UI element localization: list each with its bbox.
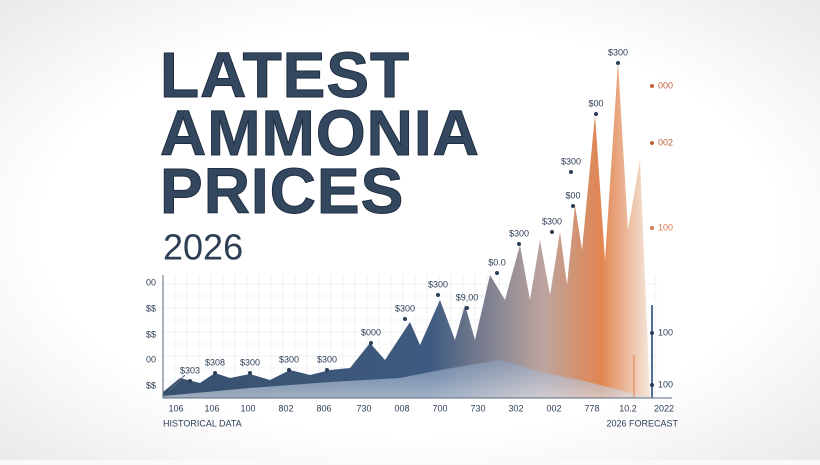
peak-dot xyxy=(213,371,217,375)
y-axis-label: $$ xyxy=(146,329,156,339)
peak-dot xyxy=(569,170,573,174)
peak-dot xyxy=(571,204,575,208)
peak-label: $000 xyxy=(361,327,381,337)
right-label: 100 xyxy=(658,327,673,337)
price-mountains xyxy=(163,62,650,398)
footer-right: 2026 FORECAST xyxy=(606,418,678,428)
peak-label: $300 xyxy=(395,303,415,313)
x-axis-label: 106 xyxy=(204,403,219,413)
x-axis-label: 008 xyxy=(394,403,409,413)
right-dot xyxy=(650,141,654,145)
x-axis-label: 730 xyxy=(470,403,485,413)
peak-dot xyxy=(287,368,291,372)
peak-label: $300 xyxy=(279,354,299,364)
peak-label: $300 xyxy=(542,216,562,226)
peak-dot xyxy=(248,371,252,375)
peak-dot xyxy=(517,242,521,246)
x-axis-label: 730 xyxy=(356,403,371,413)
title-line: AMMONIA xyxy=(160,97,480,169)
x-axis-label: 002 xyxy=(546,403,561,413)
y-axis-label: 00 xyxy=(146,277,156,287)
x-axis-label: 106 xyxy=(168,403,183,413)
front-mountains xyxy=(163,360,650,398)
right-label: 000 xyxy=(658,80,673,90)
x-axis-label: 802 xyxy=(278,403,293,413)
y-axis-label: $$ xyxy=(146,303,156,313)
peak-dot xyxy=(403,317,407,321)
peak-dot xyxy=(550,230,554,234)
peak-label: $300 xyxy=(240,357,260,367)
peak-label: $300 xyxy=(428,279,448,289)
peak-dot xyxy=(325,368,329,372)
footer-left: HISTORICAL DATA xyxy=(163,418,242,428)
peak-label: $300 xyxy=(509,228,529,238)
y-axis-label: $$ xyxy=(146,380,156,390)
right-label: 002 xyxy=(658,137,673,147)
x-axis-label: 302 xyxy=(508,403,523,413)
y-axis-label: 00 xyxy=(146,354,156,364)
peak-label: $00 xyxy=(565,190,580,200)
right-label: 100 xyxy=(658,379,673,389)
right-dot xyxy=(650,84,654,88)
peak-dot xyxy=(369,341,373,345)
peak-dot xyxy=(465,306,469,310)
x-axis-label: 700 xyxy=(432,403,447,413)
peak-label: $300 xyxy=(561,156,581,166)
right-dot xyxy=(650,226,654,230)
peak-label: $300 xyxy=(317,354,337,364)
peak-dot xyxy=(188,379,192,383)
peak-label: $300 xyxy=(608,47,628,57)
title-line: PRICES xyxy=(160,155,404,227)
peak-dot xyxy=(495,271,499,275)
peak-dot xyxy=(436,293,440,297)
year: 2026 xyxy=(163,227,243,268)
peak-label: $303 xyxy=(180,365,200,375)
x-axis-label: 2022 xyxy=(654,403,674,413)
right-label: 100 xyxy=(658,222,673,232)
right-dot xyxy=(650,331,654,335)
x-axis-label: 806 xyxy=(316,403,331,413)
x-axis-label: 778 xyxy=(584,403,599,413)
x-axis-label: 10.2 xyxy=(619,403,637,413)
title-line: LATEST xyxy=(160,39,410,111)
x-axis-label: 100 xyxy=(240,403,255,413)
peak-label: $0.0 xyxy=(488,257,506,267)
trend-stroke xyxy=(169,374,186,391)
peak-label: $9,00 xyxy=(456,292,479,302)
peak-dot xyxy=(616,61,620,65)
peak-label: $308 xyxy=(205,357,225,367)
peak-dot xyxy=(594,112,598,116)
peak-label: $00 xyxy=(588,98,603,108)
right-dot xyxy=(650,383,654,387)
